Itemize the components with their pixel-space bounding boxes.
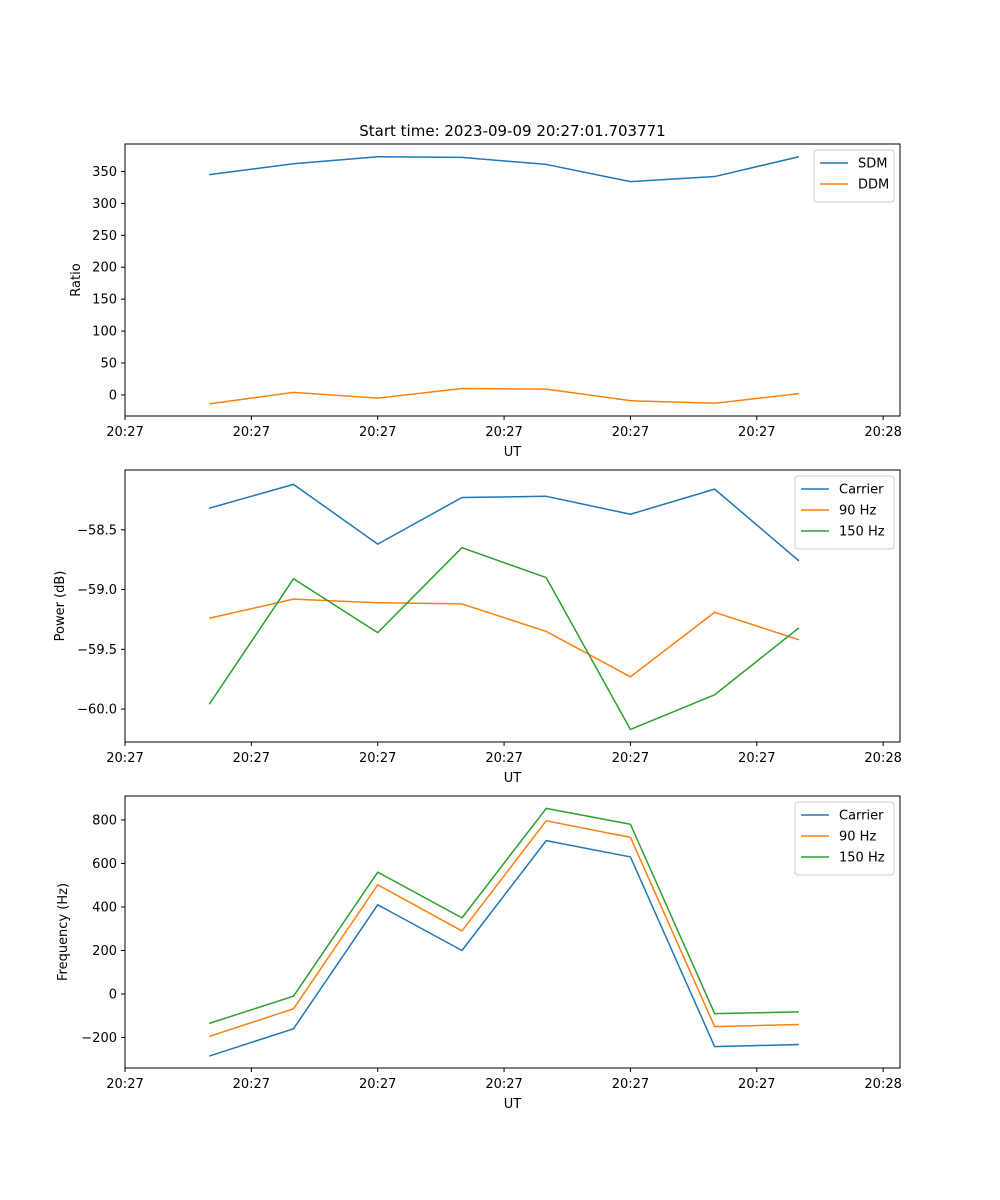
power-x-tick-label: 20:27 (612, 751, 649, 766)
ratio-y-tick-label: 100 (92, 325, 117, 340)
ratio-y-tick-label: 350 (92, 165, 117, 180)
frequency-x-tick-label: 20:27 (233, 1077, 270, 1092)
frequency-y-ticks: −200 0 200 400 600 800 (81, 813, 125, 1046)
ratio-y-tick-label: 300 (92, 197, 117, 212)
ratio-y-ticks: 0 50 100 150 200 250 300 350 (92, 165, 125, 403)
power-x-tick-label: 20:28 (864, 751, 901, 766)
frequency-x-tick-label: 20:27 (612, 1077, 649, 1092)
ratio-x-tick-label: 20:27 (485, 425, 522, 440)
power-axes-frame (124, 469, 901, 743)
power-y-tick-label: −58.5 (77, 523, 117, 538)
ratio-legend-label-sdm: SDM (858, 157, 887, 172)
frequency-y-tick-label: 800 (92, 813, 117, 828)
figure-title: Start time: 2023-09-09 20:27:01.703771 (359, 122, 665, 140)
frequency-y-tick-label: 200 (92, 944, 117, 959)
ratio-legend-label-ddm: DDM (858, 178, 889, 193)
ratio-legend: SDM DDM (813, 149, 895, 203)
frequency-y-tick-label: −200 (81, 1031, 117, 1046)
power-y-tick-label: −60.0 (77, 703, 117, 718)
frequency-x-tick-label: 20:27 (738, 1077, 775, 1092)
frequency-y-axis-label: Frequency (Hz) (56, 883, 71, 981)
ratio-x-tick-label: 20:27 (233, 425, 270, 440)
frequency-x-tick-label: 20:27 (106, 1077, 143, 1092)
ratio-x-ticks: 20:27 20:27 20:27 20:27 20:27 20:27 20:28 (106, 416, 902, 440)
frequency-series-carrier-line (209, 839, 799, 1057)
power-y-tick-label: −59.5 (77, 643, 117, 658)
power-x-tick-label: 20:27 (233, 751, 270, 766)
frequency-series-150-hz-line (209, 807, 799, 1025)
ratio-series-sdm-line (209, 156, 800, 183)
frequency-legend-label-90-hz: 90 Hz (839, 830, 876, 845)
power-series-150-hz-line (208, 546, 800, 731)
power-y-ticks: −60.0 −59.5 −59.0 −58.5 (77, 523, 125, 718)
power-x-tick-label: 20:27 (359, 751, 396, 766)
ratio-y-tick-label: 150 (92, 293, 117, 308)
power-y-axis-label: Power (dB) (53, 571, 68, 642)
frequency-series-lines (209, 807, 799, 1057)
ratio-y-tick-label: 250 (92, 229, 117, 244)
frequency-y-tick-label: 600 (92, 857, 117, 872)
frequency-x-ticks: 20:27 20:27 20:27 20:27 20:27 20:27 20:28 (106, 1068, 902, 1092)
ratio-x-tick-label: 20:27 (738, 425, 775, 440)
ratio-x-axis-label: UT (504, 445, 522, 460)
power-x-tick-label: 20:27 (485, 751, 522, 766)
ratio-panel: Start time: 2023-09-09 20:27:01.703771 2… (69, 122, 902, 460)
frequency-x-tick-label: 20:27 (485, 1077, 522, 1092)
ratio-x-tick-label: 20:27 (106, 425, 143, 440)
ratio-x-tick-label: 20:27 (359, 425, 396, 440)
frequency-legend-label-150-hz: 150 Hz (839, 851, 885, 866)
frequency-x-tick-label: 20:28 (864, 1077, 901, 1092)
power-x-tick-label: 20:27 (106, 751, 143, 766)
power-legend-label-carrier: Carrier (839, 483, 884, 498)
frequency-legend-label-carrier: Carrier (839, 809, 884, 824)
ratio-y-tick-label: 200 (92, 261, 117, 276)
ratio-series-ddm-line (209, 387, 799, 405)
frequency-y-tick-label: 0 (109, 988, 117, 1003)
frequency-x-tick-label: 20:27 (359, 1077, 396, 1092)
ratio-y-tick-label: 50 (100, 357, 117, 372)
power-legend: Carrier 90 Hz 150 Hz (794, 475, 895, 550)
power-series-carrier-line (209, 483, 800, 562)
ratio-x-tick-label: 20:28 (864, 425, 901, 440)
power-y-tick-label: −59.0 (77, 583, 117, 598)
power-series-90-hz-line (209, 598, 800, 678)
power-series-lines (208, 483, 800, 731)
power-x-ticks: 20:27 20:27 20:27 20:27 20:27 20:27 20:28 (106, 742, 902, 766)
power-x-axis-label: UT (504, 771, 522, 786)
ratio-axes-frame (124, 143, 901, 417)
power-legend-label-90-hz: 90 Hz (839, 504, 876, 519)
frequency-y-tick-label: 400 (92, 900, 117, 915)
frequency-legend: Carrier 90 Hz 150 Hz (794, 801, 895, 876)
power-x-tick-label: 20:27 (738, 751, 775, 766)
frequency-axes-frame (124, 795, 901, 1069)
frequency-series-90-hz-line (209, 820, 799, 1038)
ratio-y-axis-label: Ratio (69, 263, 84, 296)
ratio-y-tick-label: 0 (109, 388, 117, 403)
ratio-series-lines (209, 156, 800, 405)
frequency-x-axis-label: UT (504, 1097, 522, 1112)
power-legend-label-150-hz: 150 Hz (839, 525, 885, 540)
ratio-x-tick-label: 20:27 (612, 425, 649, 440)
frequency-panel: 20:27 20:27 20:27 20:27 20:27 20:27 20:28 −200… (56, 795, 902, 1112)
power-panel: 20:27 20:27 20:27 20:27 20:27 20:27 20:28 −60.… (53, 469, 902, 786)
